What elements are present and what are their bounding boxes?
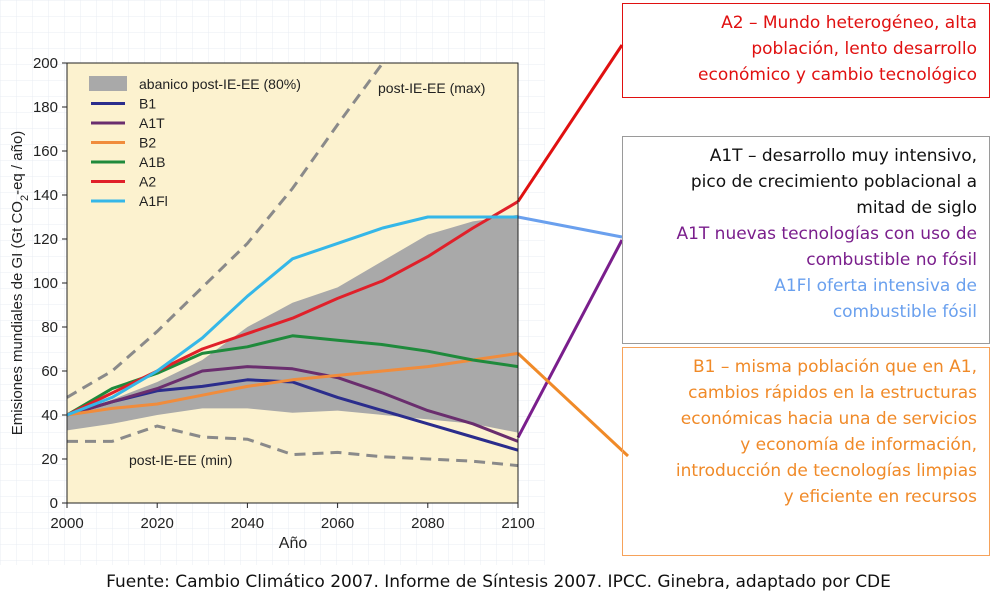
a1t-line-3: mitad de siglo — [856, 198, 977, 218]
series-line-b2 — [66, 351, 519, 417]
y-tick-label: 100 — [33, 275, 58, 292]
y-tick-label: 80 — [41, 319, 58, 336]
legend-label: B2 — [139, 135, 156, 151]
dashed-bounds-layer — [66, 62, 519, 468]
y-tick-label: 200 — [33, 55, 58, 72]
a2-description-box: A2 – Mundo heterogéneo, alta población, … — [622, 3, 990, 98]
legend-label: A1T — [139, 115, 165, 131]
a2-line-2: población, lento desarrollo — [751, 39, 977, 59]
x-tick-label: 2020 — [141, 515, 174, 532]
a2-line-1: A2 – Mundo heterogéneo, alta — [721, 13, 977, 33]
y-tick-label: 0 — [50, 495, 58, 512]
max-curve-label: post-IE-EE (max) — [378, 80, 485, 96]
connector-a1fi — [517, 215, 623, 239]
a1t-line-2: pico de crecimiento poblacional a — [690, 172, 977, 192]
x-tick-label: 2100 — [501, 515, 534, 532]
x-tick-label: 2080 — [411, 515, 444, 532]
source-footer: Fuente: Cambio Climático 2007. Informe d… — [106, 572, 891, 592]
y-tick-label: 40 — [41, 407, 58, 424]
min-curve-label: post-IE-EE (min) — [129, 452, 232, 468]
a1t-tech-line-1: A1T nuevas tecnologías con uso de — [676, 224, 977, 244]
y-axis-label: Emisiones mundiales de GI (Gt CO2-eq / a… — [9, 131, 31, 436]
connector-a1t — [516, 239, 624, 439]
b1-line-4: y economía de información, — [740, 435, 977, 455]
legend-label: B1 — [139, 96, 156, 112]
series-line-a1fi — [66, 215, 518, 417]
x-tick-label: 2000 — [50, 515, 83, 532]
connector-b1 — [516, 352, 630, 458]
b1-line-2: cambios rápidos en la estructuras — [688, 383, 977, 403]
connector-lines — [516, 44, 630, 458]
y-tick-label: 20 — [41, 451, 58, 468]
legend-label: A1Fl — [139, 193, 168, 209]
b1-line-6: y eficiente en recursos — [783, 487, 977, 507]
x-tick-label: 2060 — [321, 515, 354, 532]
a1fi-line-1: A1Fl oferta intensiva de — [774, 276, 977, 296]
b1-line-5: introducción de tecnologías limpias — [675, 461, 977, 481]
legend-label: abanico post-IE-EE (80%) — [139, 76, 301, 92]
x-tick-label: 2040 — [231, 515, 264, 532]
series-line-a1t — [66, 365, 519, 443]
legend-label: A1B — [139, 154, 165, 170]
b1-description-box: B1 – misma población que en A1, cambios … — [622, 347, 990, 556]
max-dashed-curve — [66, 62, 384, 399]
b1-line-1: B1 – misma población que en A1, — [693, 357, 977, 377]
legend-swatch-band — [89, 76, 127, 91]
y-tick-label: 180 — [33, 99, 58, 116]
y-tick-label: 120 — [33, 231, 58, 248]
y-tick-label: 160 — [33, 143, 58, 160]
connector-a2 — [516, 44, 624, 203]
x-axis-label: Año — [279, 535, 308, 552]
legend: abanico post-IE-EE (80%) B1 A1T B2 A1B A2 A1Fl — [89, 76, 301, 209]
a1fi-line-2: combustible fósil — [832, 302, 977, 322]
a2-line-3: económico y cambio tecnológico — [698, 65, 977, 85]
a1t-tech-line-2: combustible no fósil — [806, 250, 977, 270]
series-layer — [66, 200, 519, 452]
a1-description-box: A1T – desarrollo muy intensivo, pico de … — [622, 136, 990, 344]
y-tick-label: 140 — [33, 187, 58, 204]
legend-label: A2 — [139, 174, 156, 190]
min-dashed-curve — [67, 424, 519, 468]
y-tick-label: 60 — [41, 363, 58, 380]
b1-line-3: económicas hacia una de servicios — [680, 409, 977, 429]
a1t-line-1: A1T – desarrollo muy intensivo, — [709, 146, 977, 166]
